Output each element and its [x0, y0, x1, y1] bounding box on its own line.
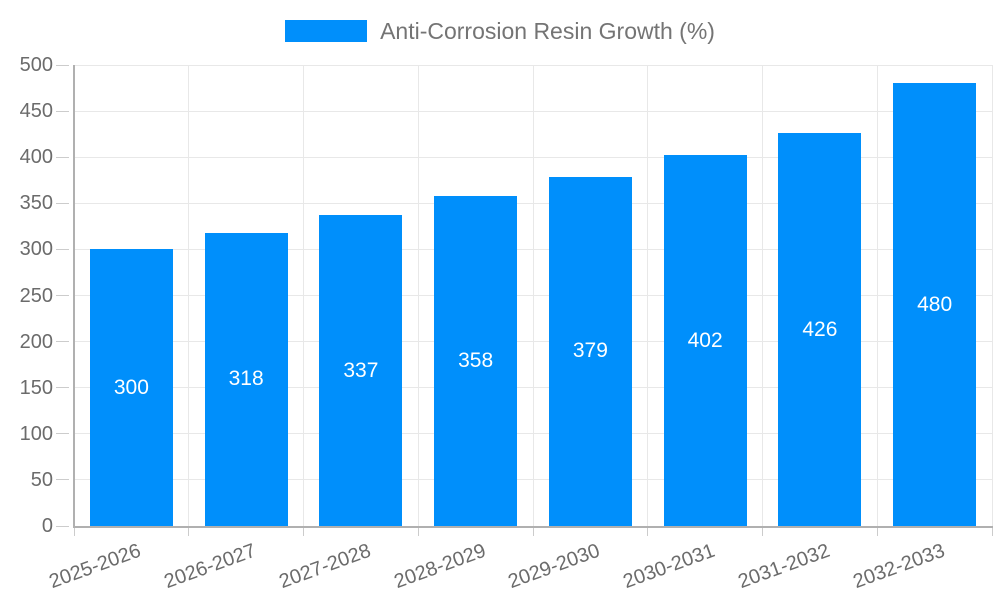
y-tick-label: 300 [19, 238, 53, 261]
y-tick-label: 150 [19, 376, 53, 399]
bar[interactable] [319, 215, 403, 526]
x-tick-mark [417, 528, 419, 536]
y-tick-label: 0 [41, 515, 53, 537]
x-grid-line [417, 65, 419, 526]
y-tick-mark [56, 248, 69, 250]
x-grid-line [647, 65, 649, 526]
x-grid-line [532, 65, 534, 526]
y-tick-label: 350 [19, 192, 53, 215]
y-tick-label: 250 [19, 284, 53, 307]
y-axis-line [73, 65, 75, 528]
x-axis-line [73, 526, 993, 528]
y-tick-mark [56, 110, 69, 112]
bar[interactable] [204, 232, 288, 526]
bar-value-label: 379 [572, 339, 608, 363]
x-grid-line [762, 65, 763, 526]
x-tick-mark [188, 528, 190, 536]
bar[interactable] [893, 83, 977, 526]
y-tick-mark [56, 341, 69, 343]
x-tick-mark [876, 528, 878, 536]
bar-value-label: 402 [687, 328, 723, 352]
x-grid-line [991, 65, 993, 526]
legend-swatch-icon [285, 20, 368, 42]
bar[interactable] [89, 249, 173, 526]
chart-legend[interactable]: Anti-Corrosion Resin Growth (%) [0, 18, 1000, 44]
bar-value-label: 318 [228, 367, 264, 391]
bar[interactable] [548, 176, 632, 526]
bar-value-label: 358 [458, 348, 494, 372]
legend-label: Anti-Corrosion Resin Growth (%) [380, 18, 715, 44]
y-tick-mark [56, 433, 69, 435]
y-tick-mark [56, 479, 69, 481]
y-tick-mark [56, 202, 69, 204]
x-grid-line [876, 65, 878, 526]
x-grid-line [188, 65, 190, 526]
bar[interactable] [778, 133, 862, 526]
y-tick-mark [56, 387, 69, 389]
y-tick-label: 50 [30, 468, 53, 491]
x-tick-mark [647, 528, 649, 536]
x-grid-line [303, 65, 304, 526]
x-tick-mark [532, 528, 534, 536]
y-tick-mark [56, 295, 69, 296]
y-tick-mark [56, 525, 69, 527]
x-tick-mark [303, 528, 304, 536]
y-tick-mark [56, 156, 69, 158]
y-tick-label: 400 [19, 146, 53, 169]
y-tick-label: 100 [19, 422, 53, 445]
bar-value-label: 480 [917, 292, 953, 316]
bar[interactable] [434, 195, 518, 526]
y-tick-mark [56, 64, 69, 66]
y-tick-label: 200 [19, 330, 53, 353]
y-tick-label: 500 [19, 54, 53, 76]
bar[interactable] [663, 155, 747, 526]
x-tick-mark [762, 528, 763, 536]
bar-value-label: 426 [802, 317, 838, 341]
y-tick-label: 450 [19, 100, 53, 123]
bar-value-label: 300 [113, 375, 149, 399]
x-tick-mark [991, 528, 993, 536]
x-tick-mark [73, 528, 75, 536]
bar-value-label: 337 [343, 358, 379, 382]
